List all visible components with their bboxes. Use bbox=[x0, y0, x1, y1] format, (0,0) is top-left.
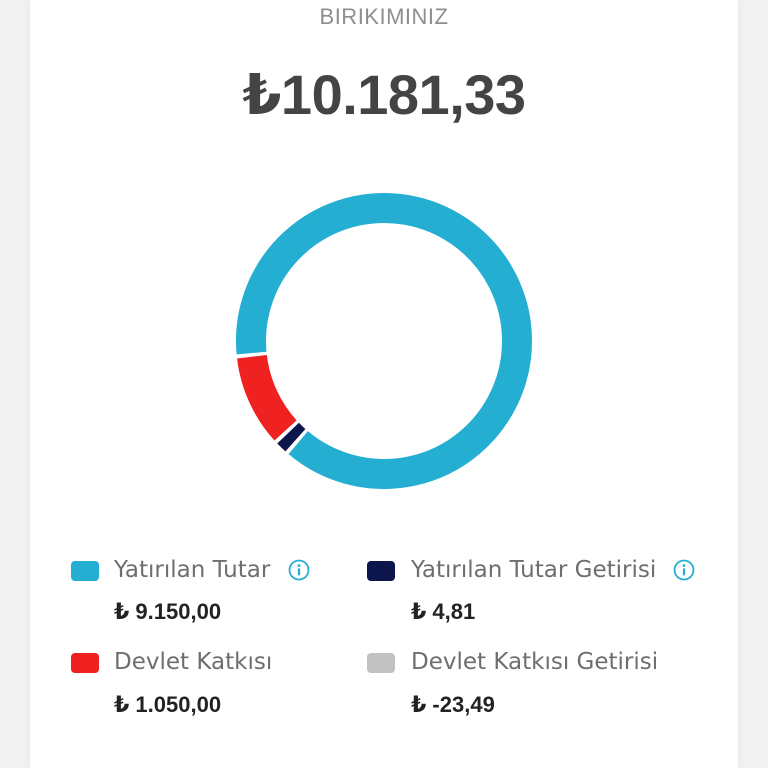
legend-label: Yatırılan Tutar bbox=[114, 557, 271, 583]
legend-label: Devlet Katkısı bbox=[114, 649, 273, 675]
legend-label: Devlet Katkısı Getirisi bbox=[411, 649, 659, 675]
legend-swatch bbox=[367, 561, 395, 581]
donut-slice-yatırılan-tutar bbox=[236, 193, 532, 489]
donut-chart bbox=[236, 193, 532, 489]
legend-swatch bbox=[71, 561, 99, 581]
legend-value: ₺ 9.150,00 bbox=[114, 599, 222, 624]
donut-arcs bbox=[236, 193, 532, 489]
savings-card bbox=[30, 0, 738, 768]
savings-label: BIRIKIMINIZ bbox=[319, 4, 449, 29]
donut-slice-yatırılan-tutar-getirisi bbox=[277, 422, 306, 452]
legend-value: ₺ 4,81 bbox=[411, 599, 476, 624]
savings-total: ₺10.181,33 bbox=[242, 63, 526, 126]
info-icon[interactable] bbox=[288, 559, 310, 581]
info-icon[interactable] bbox=[673, 559, 695, 581]
legend-value: ₺ 1.050,00 bbox=[114, 692, 222, 717]
legend-swatch bbox=[71, 653, 99, 673]
legend-swatch bbox=[367, 653, 395, 673]
legend-value: ₺ -23,49 bbox=[411, 692, 495, 717]
legend-label: Yatırılan Tutar Getirisi bbox=[411, 557, 657, 583]
donut-slice-devlet-katkısı bbox=[237, 354, 297, 441]
